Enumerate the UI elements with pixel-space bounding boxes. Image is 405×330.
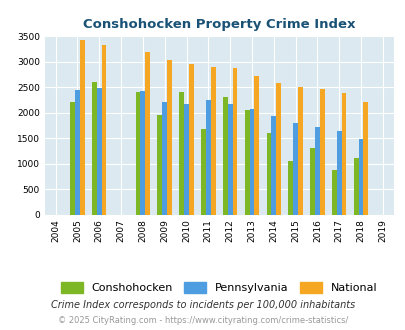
- Bar: [244, 110, 249, 214]
- Bar: [275, 82, 280, 214]
- Bar: [101, 45, 106, 214]
- Bar: [254, 76, 258, 214]
- Bar: [188, 64, 193, 214]
- Bar: [135, 92, 140, 214]
- Bar: [288, 161, 292, 214]
- Title: Conshohocken Property Crime Index: Conshohocken Property Crime Index: [83, 18, 355, 31]
- Bar: [205, 100, 210, 214]
- Bar: [96, 88, 101, 214]
- Bar: [341, 93, 345, 214]
- Text: Crime Index corresponds to incidents per 100,000 inhabitants: Crime Index corresponds to incidents per…: [51, 300, 354, 310]
- Bar: [162, 103, 167, 214]
- Bar: [70, 103, 75, 214]
- Bar: [210, 67, 215, 214]
- Legend: Conshohocken, Pennsylvania, National: Conshohocken, Pennsylvania, National: [56, 277, 382, 297]
- Text: © 2025 CityRating.com - https://www.cityrating.com/crime-statistics/: © 2025 CityRating.com - https://www.city…: [58, 316, 347, 325]
- Bar: [140, 91, 145, 214]
- Bar: [353, 158, 358, 215]
- Bar: [336, 131, 341, 214]
- Bar: [358, 139, 362, 214]
- Bar: [200, 129, 205, 214]
- Bar: [179, 92, 183, 214]
- Bar: [266, 133, 271, 214]
- Bar: [297, 87, 302, 214]
- Bar: [271, 116, 275, 214]
- Bar: [145, 51, 150, 214]
- Bar: [167, 60, 171, 214]
- Bar: [222, 97, 227, 214]
- Bar: [227, 104, 232, 214]
- Bar: [314, 127, 319, 214]
- Bar: [92, 82, 96, 214]
- Bar: [249, 109, 254, 214]
- Bar: [309, 148, 314, 214]
- Bar: [331, 170, 336, 214]
- Bar: [183, 104, 188, 214]
- Bar: [362, 102, 367, 214]
- Bar: [319, 89, 324, 214]
- Bar: [80, 40, 84, 214]
- Bar: [292, 123, 297, 214]
- Bar: [232, 68, 237, 215]
- Bar: [157, 115, 162, 214]
- Bar: [75, 90, 80, 214]
